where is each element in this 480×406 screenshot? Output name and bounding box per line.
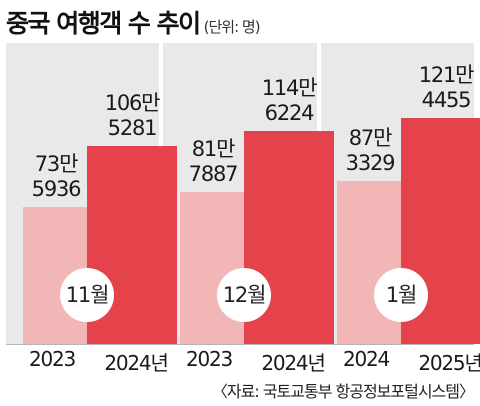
x-tick-label-1-1: 2023 bbox=[28, 347, 76, 371]
data-label-line2: 6224 bbox=[264, 101, 315, 125]
data-label-line1: 106만 bbox=[104, 91, 161, 115]
source-note: 〈자료: 국토교통부 항공정보포털시스템〉 bbox=[211, 382, 475, 401]
data-label-line2: 5936 bbox=[31, 177, 82, 201]
data-label-line2: 4455 bbox=[421, 88, 472, 112]
data-label-2-2: 114만 6224 bbox=[244, 76, 334, 126]
data-label-line1: 114만 bbox=[261, 76, 318, 100]
month-badge-1: 11월 bbox=[60, 268, 114, 322]
data-label-line2: 5281 bbox=[107, 116, 158, 140]
data-label-line1: 73만 bbox=[34, 152, 79, 176]
x-tick-label-2-1: 2023 bbox=[185, 347, 233, 371]
data-label-line1: 87만 bbox=[348, 126, 393, 150]
data-label-3-1: 87만 3329 bbox=[325, 126, 415, 176]
data-label-line1: 121만 bbox=[418, 63, 475, 87]
title-text: 중국 여행객 수 추이 bbox=[6, 9, 201, 38]
month-badge-3: 1월 bbox=[374, 268, 428, 322]
data-label-line2: 7887 bbox=[188, 162, 239, 186]
data-label-line1: 81만 bbox=[191, 137, 236, 161]
x-tick-label-3-1: 2024 bbox=[342, 347, 390, 371]
data-label-3-2: 121만 4455 bbox=[401, 63, 480, 113]
month-badge-2: 12월 bbox=[217, 268, 271, 322]
x-tick-label-3-2: 2025년 bbox=[418, 351, 480, 375]
data-label-line2: 3329 bbox=[345, 151, 396, 175]
data-label-1-1: 73만 5936 bbox=[11, 152, 101, 202]
unit-label: (단위: 명) bbox=[203, 18, 261, 36]
x-tick-label-2-2: 2024년 bbox=[261, 351, 326, 375]
baseline bbox=[6, 344, 474, 345]
data-label-2-1: 81만 7887 bbox=[168, 137, 258, 187]
data-label-1-2: 106만 5281 bbox=[87, 91, 177, 141]
chart-title: 중국 여행객 수 추이 (단위: 명) bbox=[6, 4, 261, 40]
x-tick-label-1-2: 2024년 bbox=[104, 351, 169, 375]
